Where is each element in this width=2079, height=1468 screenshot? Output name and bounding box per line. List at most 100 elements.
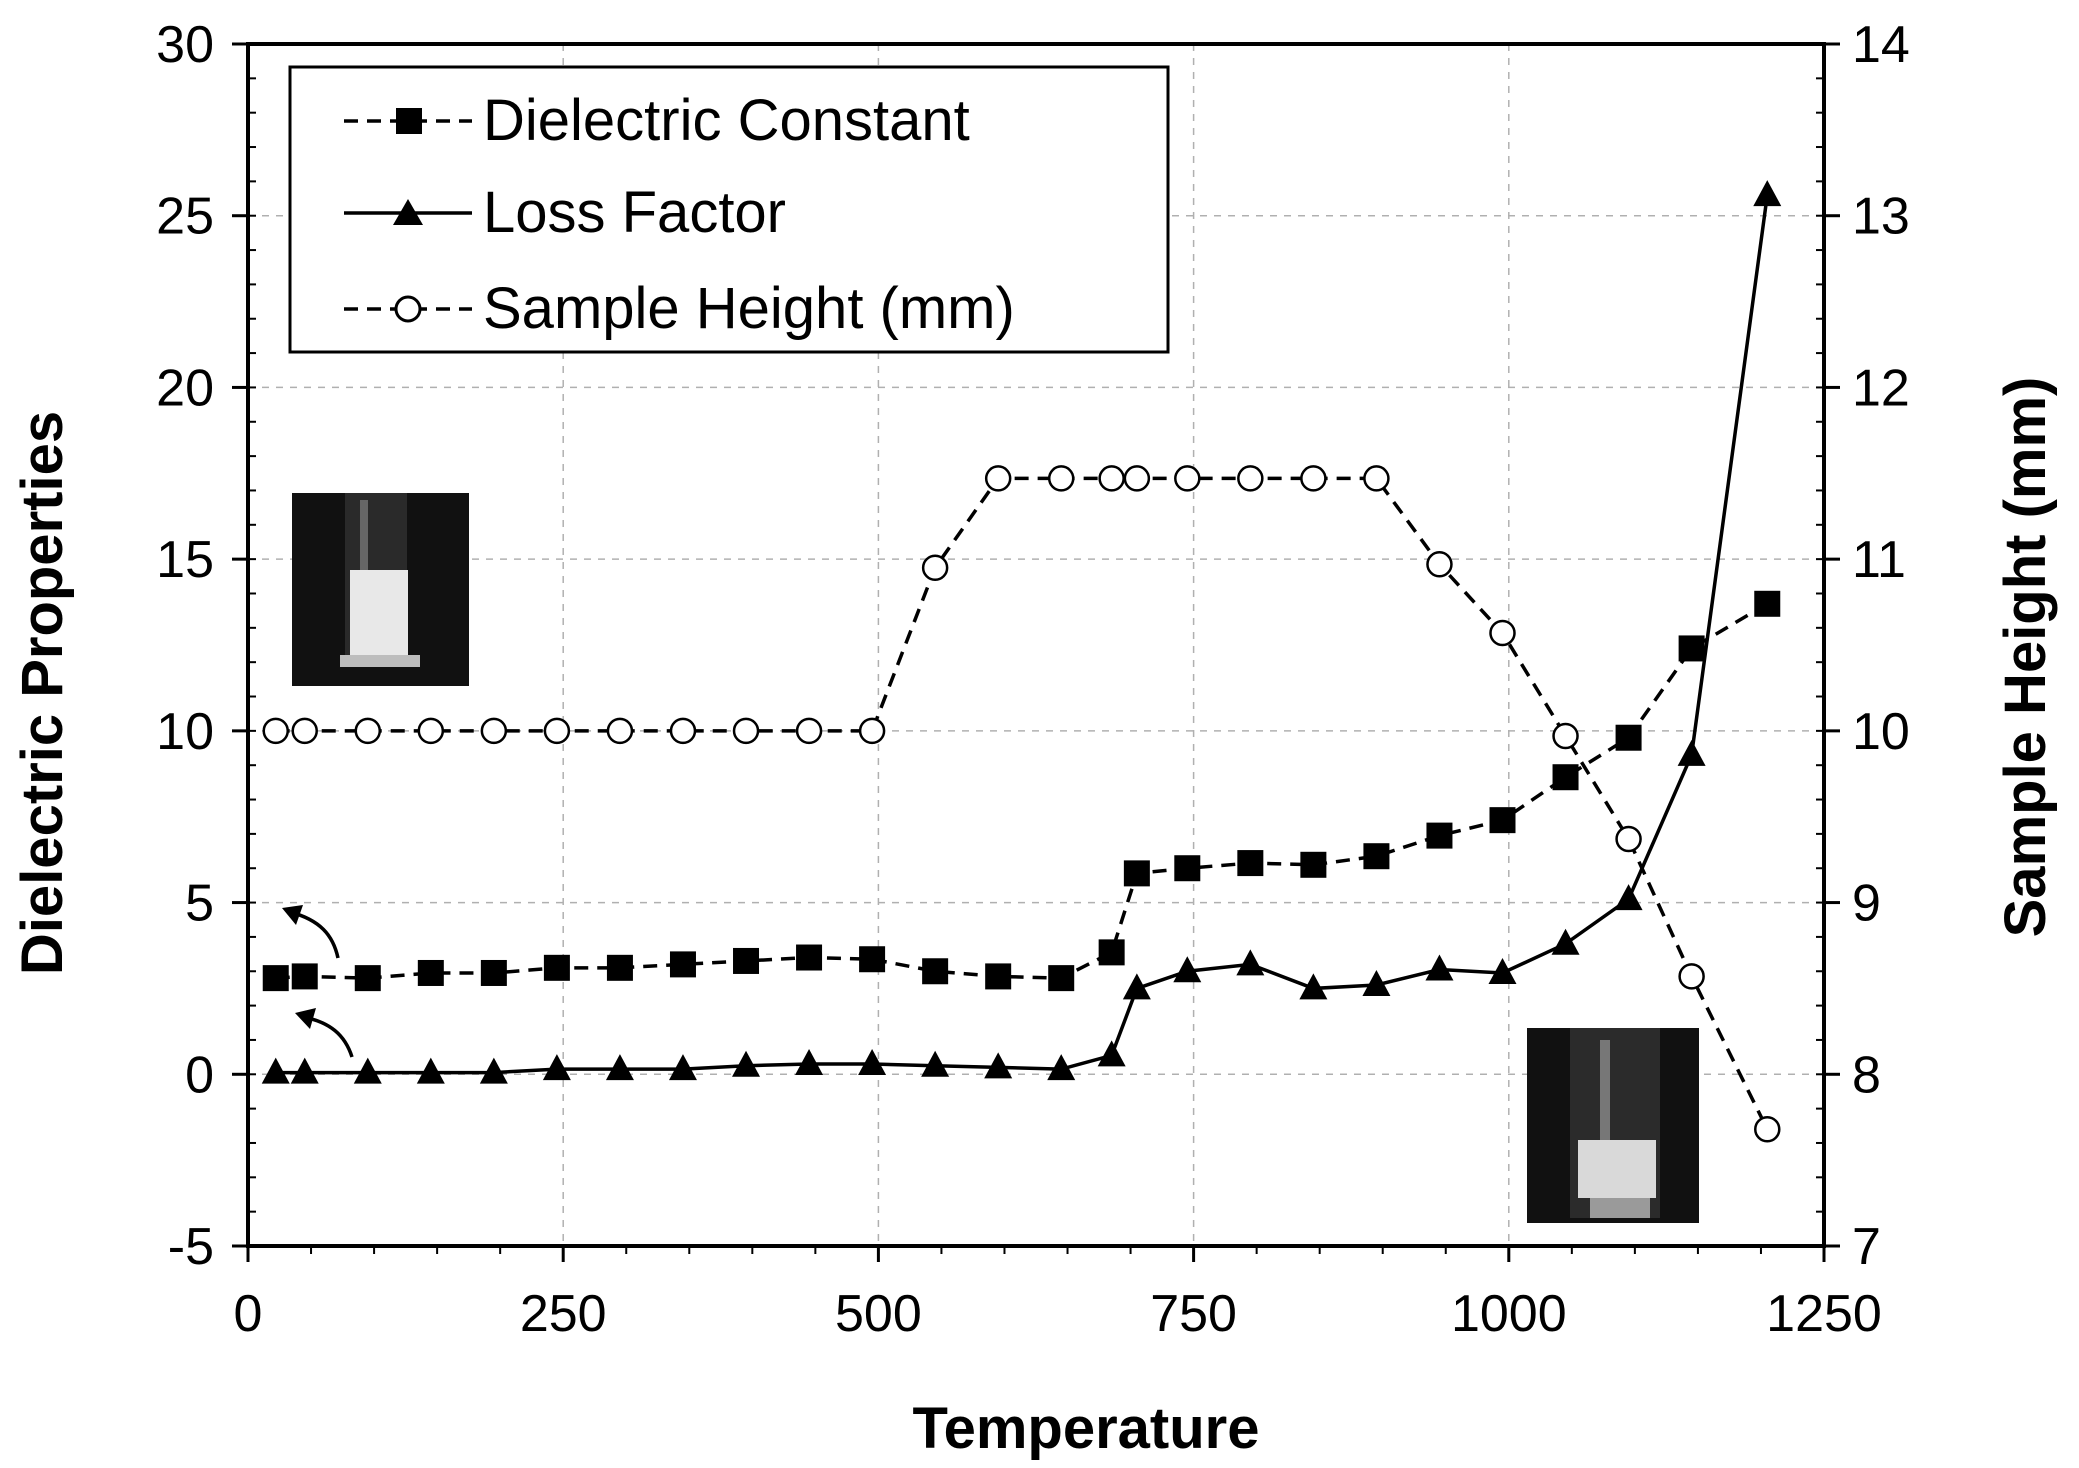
legend-label-dielectric-constant: Dielectric Constant (483, 88, 970, 153)
y-right-tick-label: 12 (1852, 359, 1910, 417)
data-point-square (733, 947, 760, 974)
y-left-tick-label: 15 (156, 531, 214, 589)
legend: Dielectric Constant Loss Factor Sample H… (288, 65, 1170, 354)
data-point-square (291, 963, 318, 990)
data-point-triangle (732, 1050, 761, 1077)
data-point-triangle (1425, 954, 1454, 981)
data-point-circle (732, 717, 760, 745)
data-point-circle (921, 554, 949, 581)
x-tick-label: 250 (520, 1285, 607, 1343)
data-point-circle (262, 717, 289, 745)
data-point-square (1754, 590, 1781, 617)
data-point-circle (1300, 465, 1327, 492)
data-point-circle (1237, 465, 1264, 492)
y-left-tick-label: 10 (156, 703, 214, 761)
arrow-loss-factor-head (295, 1008, 316, 1029)
data-point-triangle (1122, 973, 1151, 1000)
legend-item-dielectric-constant: Dielectric Constant (344, 88, 970, 153)
legend-box (288, 65, 1170, 354)
data-point-square (262, 965, 289, 992)
data-point-square (669, 951, 696, 978)
data-point-circle (1754, 1115, 1781, 1143)
data-point-triangle (1299, 973, 1328, 1000)
y-left-tick-label: 25 (156, 188, 214, 246)
data-point-triangle (353, 1057, 382, 1084)
data-point-circle (1047, 465, 1075, 492)
data-point-circle (669, 717, 697, 745)
data-point-triangle (858, 1048, 887, 1075)
data-point-square (543, 954, 570, 981)
data-point-circle (354, 717, 382, 745)
data-point-circle (417, 717, 445, 745)
legend-item-loss-factor: Loss Factor (344, 180, 786, 245)
legend-marker-circle (394, 295, 422, 323)
data-point-circle (480, 717, 508, 745)
data-point-triangle (1753, 180, 1782, 207)
data-point-square (1426, 822, 1453, 849)
y-right-tick-label: 13 (1852, 188, 1910, 246)
data-point-circle (606, 717, 634, 745)
y-left-tick-label: 0 (185, 1046, 214, 1104)
legend-label-sample-height: Sample Height (mm) (483, 276, 1015, 341)
data-point-circle (1363, 465, 1390, 492)
legend-item-sample-height: Sample Height (mm) (344, 276, 1015, 341)
series-loss-factor (261, 180, 1782, 1084)
series-line-dielectric-constant (275, 602, 1769, 980)
sample-photo-before (292, 493, 469, 686)
data-point-triangle (984, 1052, 1013, 1079)
data-point-circle (543, 717, 571, 745)
data-point-square (1552, 764, 1579, 791)
x-tick-label: 750 (1150, 1285, 1237, 1343)
y-right-tick-label: 14 (1852, 16, 1910, 74)
data-point-square (985, 963, 1012, 990)
data-point-triangle (668, 1054, 697, 1081)
ticks: 0 250 500 750 1000 1250 30 25 20 15 10 5 0 -5 14 13 12 11… (156, 16, 1910, 1343)
data-point-square (1098, 939, 1125, 966)
data-point-triangle (261, 1057, 290, 1084)
data-point-square (1300, 851, 1327, 878)
data-point-square (922, 958, 949, 985)
y-right-tick-label: 9 (1852, 875, 1881, 933)
data-point-square (417, 959, 444, 986)
data-point-circle (858, 717, 886, 745)
arrow-dielectric-constant-head (282, 905, 303, 925)
data-point-triangle (1614, 884, 1643, 911)
data-point-triangle (479, 1057, 508, 1084)
legend-marker-square (396, 108, 422, 134)
series-dielectric-constant (262, 590, 1781, 992)
data-point-triangle (795, 1048, 824, 1075)
data-point-triangle (1097, 1040, 1126, 1067)
data-point-triangle (921, 1050, 950, 1077)
y-right-tick-label: 11 (1852, 531, 1906, 589)
series-sample-height-mm (262, 465, 1781, 1143)
y-left-axis-title: Dielectric Properties (10, 411, 75, 975)
series-layer (261, 180, 1782, 1143)
data-point-square (1678, 635, 1705, 662)
data-point-circle (1489, 619, 1516, 647)
data-point-triangle (416, 1057, 445, 1084)
data-point-triangle (605, 1054, 634, 1081)
data-point-square (796, 944, 823, 971)
data-point-circle (1678, 963, 1705, 990)
data-point-circle (1123, 465, 1151, 492)
y-right-axis-title: Sample Height (mm) (1993, 377, 2058, 938)
data-point-triangle (1173, 956, 1202, 983)
data-point-square (859, 946, 886, 973)
data-point-square (1363, 843, 1390, 870)
x-tick-label: 1250 (1766, 1285, 1882, 1343)
data-point-circle (795, 717, 823, 745)
data-point-circle (1426, 551, 1453, 578)
data-point-square (1237, 850, 1264, 877)
data-point-triangle (1362, 969, 1391, 996)
y-left-tick-label: -5 (168, 1218, 214, 1276)
data-point-circle (1615, 825, 1642, 853)
data-point-square (1615, 724, 1642, 751)
data-point-circle (1552, 722, 1579, 750)
data-point-circle (1174, 465, 1201, 492)
data-point-circle (1098, 465, 1125, 492)
data-point-square (1048, 965, 1075, 992)
x-tick-label: 500 (835, 1285, 922, 1343)
data-point-square (1174, 855, 1201, 882)
y-left-tick-label: 30 (156, 16, 214, 74)
